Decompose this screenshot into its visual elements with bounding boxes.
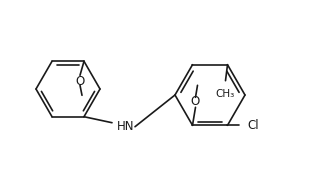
Text: O: O — [191, 95, 200, 108]
Text: Cl: Cl — [247, 119, 259, 132]
Text: HN: HN — [117, 120, 135, 133]
Text: O: O — [75, 75, 85, 88]
Text: CH₃: CH₃ — [216, 89, 235, 99]
